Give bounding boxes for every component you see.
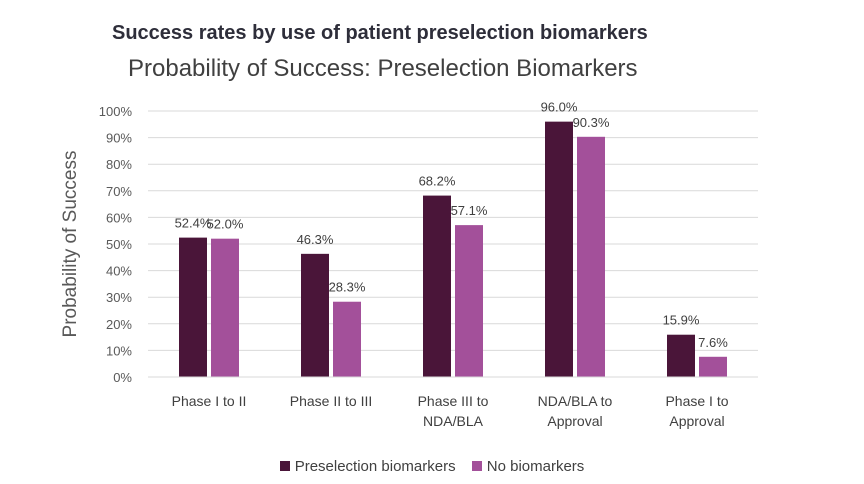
data-label: 90.3% [573,115,610,130]
y-axis-label: Probability of Success [60,151,81,338]
legend-label-preselection: Preselection biomarkers [294,458,456,475]
x-category-label: Phase II to III [290,393,373,409]
data-label: 52.4% [175,216,212,231]
bar-no-biomarkers [699,356,727,377]
data-label: 7.6% [698,335,728,350]
y-tick-label: 50% [106,237,132,252]
data-label: 28.3% [329,280,366,295]
bar-preselection [179,237,207,377]
bar-preselection [423,195,451,377]
bar-preselection [545,121,573,377]
legend-label-no-biomarkers: No biomarkers [486,458,585,475]
data-label: 52.0% [207,217,244,232]
y-tick-label: 30% [106,290,132,305]
bar-preselection [667,334,695,377]
bar-preselection [301,253,329,377]
y-tick-label: 10% [106,343,132,358]
x-category-label: Phase III to NDA/BLA [418,393,489,429]
bar-no-biomarkers [211,238,239,377]
y-tick-label: 70% [106,184,132,199]
y-tick-label: 80% [106,157,132,172]
y-tick-label: 90% [106,131,132,146]
page-heading: Success rates by use of patient preselec… [112,22,648,44]
x-category-label: Phase I to Approval [665,393,728,429]
y-tick-label: 0% [113,370,132,385]
x-category-label: NDA/BLA to Approval [538,393,613,429]
y-tick-label: 60% [106,210,132,225]
data-label: 46.3% [297,232,334,247]
bar-no-biomarkers [333,301,361,377]
data-label: 15.9% [663,313,700,328]
chart-legend: Preselection biomarkers No biomarkers [0,458,864,475]
y-tick-label: 40% [106,264,132,279]
bar-no-biomarkers [577,136,605,377]
chart-title: Probability of Success: Preselection Bio… [128,55,638,82]
legend-item-preselection: Preselection biomarkers [279,458,456,475]
data-label: 96.0% [541,100,578,115]
legend-swatch-preselection [279,461,290,471]
bar-no-biomarkers [455,225,483,377]
y-tick-label: 100% [99,104,133,119]
x-category-label: Phase I to II [172,393,247,409]
legend-item-no-biomarkers: No biomarkers [471,458,585,475]
legend-swatch-no-biomarkers [471,461,482,471]
data-label: 57.1% [451,203,488,218]
data-label: 68.2% [419,174,456,189]
y-tick-label: 20% [106,317,132,332]
bar-chart: 0% 10% 20% 30% 40% 50% 60% 70% 80% 90% 100% Probabi… [60,100,758,429]
